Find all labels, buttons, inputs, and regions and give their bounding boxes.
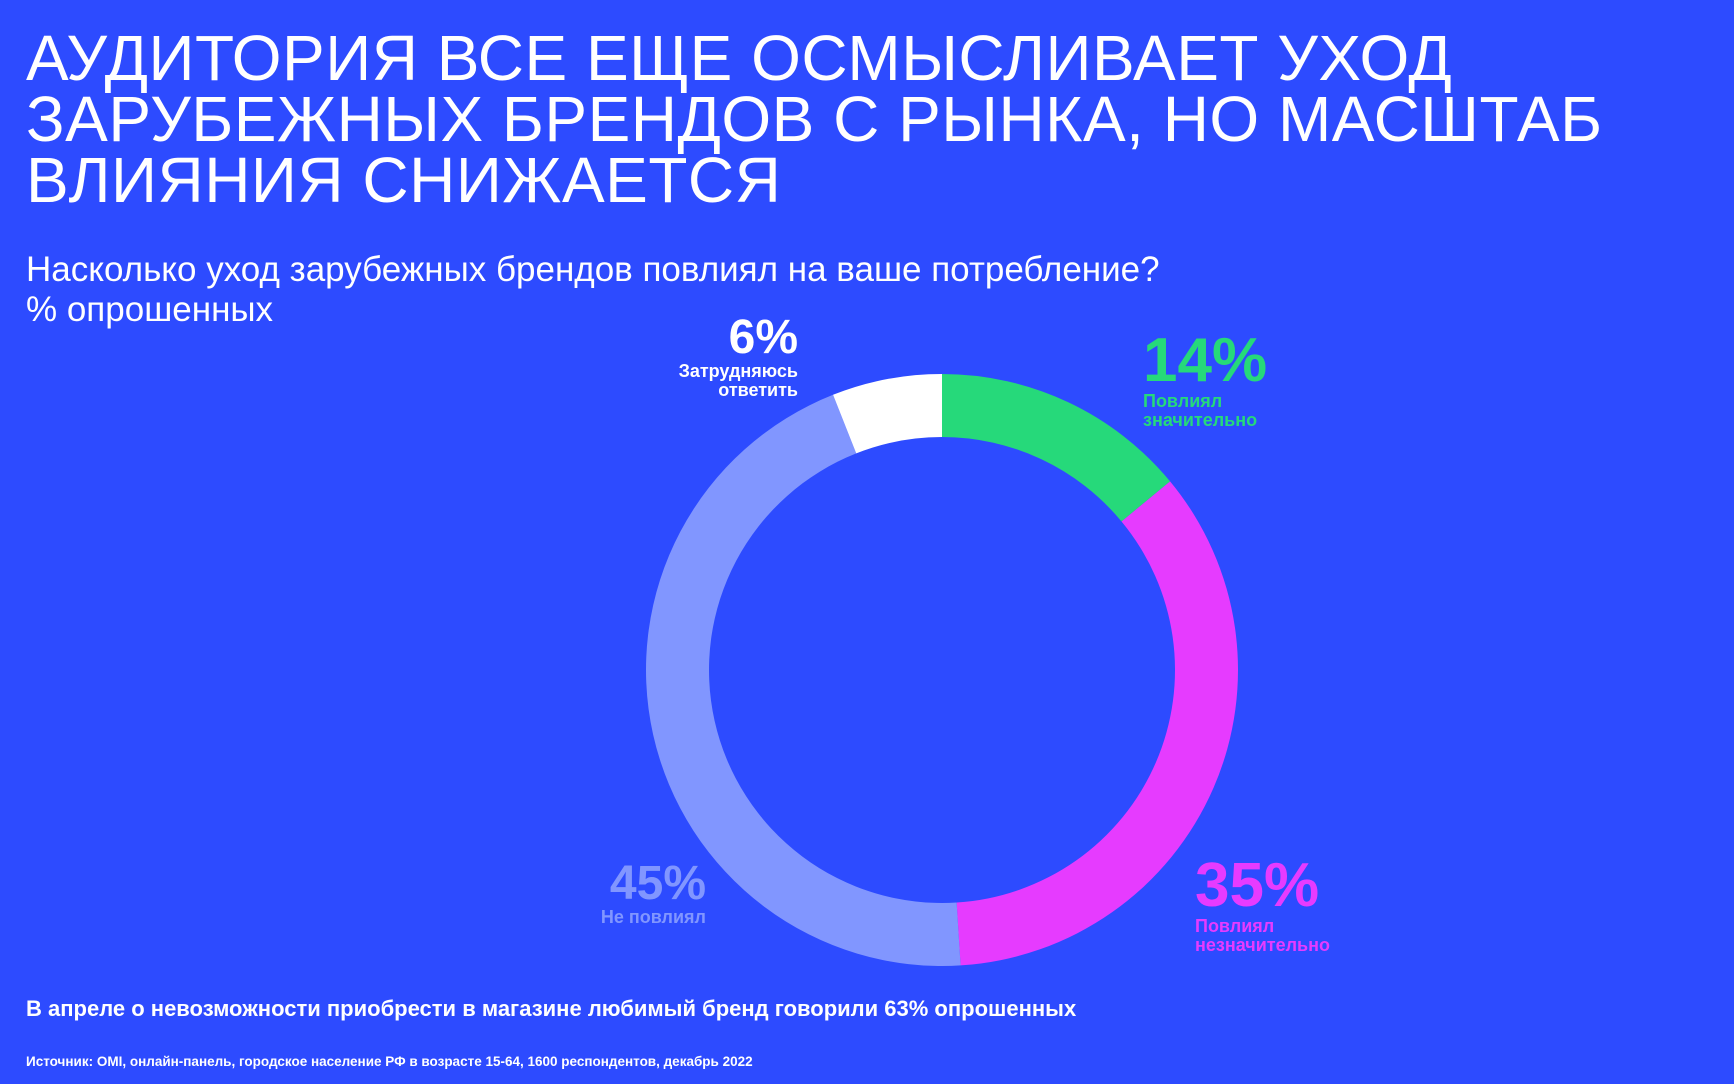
- slice-name-unsure-line2: ответить: [718, 380, 798, 400]
- chart-subtitle: Насколько уход зарубежных брендов повлия…: [26, 250, 1160, 330]
- slice-value-none: 45%: [609, 857, 706, 910]
- slice-name-strong-line1: Повлиял: [1143, 391, 1223, 411]
- slice-label-strong: 14% Повлиял значительно: [1143, 330, 1403, 430]
- slice-name-unsure-line1: Затрудняюсь: [678, 361, 798, 381]
- slice-value-unsure: 6%: [728, 311, 798, 364]
- slice-name-weak-line1: Повлиял: [1195, 916, 1275, 936]
- chart-title: Аудитория все еще осмысливает уход заруб…: [26, 22, 1603, 216]
- slice-name-strong-line2: значительно: [1143, 410, 1258, 430]
- slice-name-none-line1: Не повлиял: [600, 907, 706, 927]
- donut-slice-1: [942, 374, 1171, 522]
- slice-value-weak: 35%: [1195, 851, 1320, 920]
- slice-label-unsure: 6% Затрудняюсь ответить: [560, 314, 798, 400]
- slice-label-weak: 35% Повлиял незначительно: [1195, 855, 1455, 955]
- footnote: В апреле о невозможности приобрести в ма…: [26, 996, 1077, 1021]
- donut-slice-3: [646, 394, 961, 967]
- slice-name-weak-line2: незначительно: [1195, 935, 1330, 955]
- unit-label: % опрошенных: [26, 290, 274, 329]
- donut-slice-4: [833, 374, 942, 454]
- slice-value-strong: 14%: [1143, 326, 1268, 395]
- survey-question: Насколько уход зарубежных брендов повлия…: [26, 250, 1160, 289]
- slice-label-none: 45% Не повлиял: [486, 860, 706, 927]
- source-note: Источник: OMI, онлайн-панель, городское …: [26, 1054, 753, 1069]
- donut-slice-2: [956, 481, 1238, 966]
